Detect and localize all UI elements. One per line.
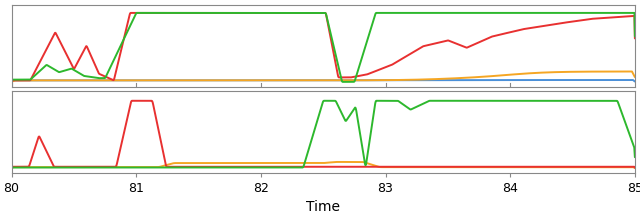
X-axis label: Time: Time — [306, 200, 340, 214]
